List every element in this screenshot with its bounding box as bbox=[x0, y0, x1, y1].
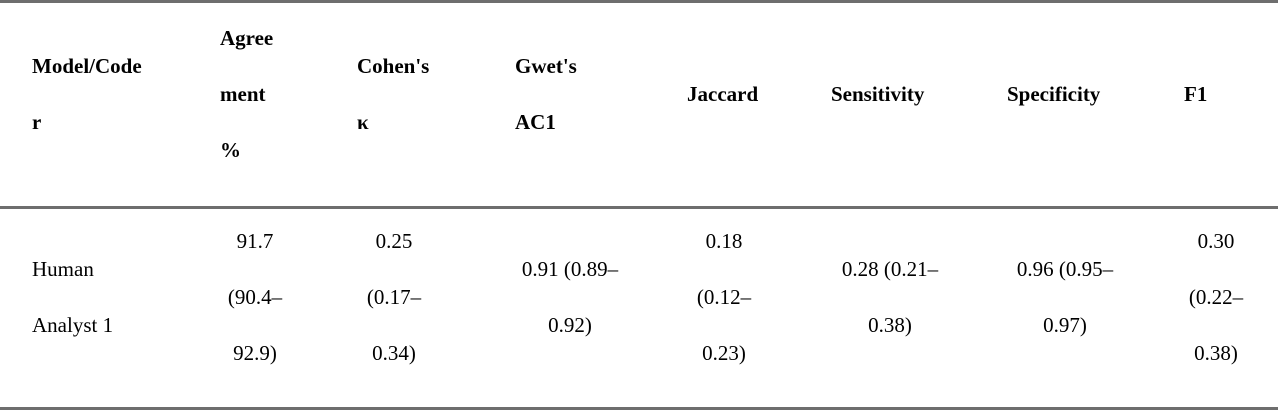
header-f1: F1 bbox=[1184, 82, 1208, 106]
header-agreement: Agree ment % bbox=[220, 26, 274, 162]
cell-jaccard: 0.18 (0.12– 0.23) bbox=[696, 229, 752, 365]
header-gwets-ac1: Gwet's AC1 bbox=[515, 54, 577, 134]
header-sensitivity: Sensitivity bbox=[831, 82, 925, 106]
table-bottom-rule bbox=[0, 407, 1278, 410]
cell-model-coder: Human Analyst 1 bbox=[32, 257, 114, 337]
table-header-rule bbox=[0, 206, 1278, 209]
header-specificity: Specificity bbox=[1007, 82, 1101, 106]
table-top-rule bbox=[0, 0, 1278, 3]
cell-gwets-ac1: 0.91 (0.89– 0.92) bbox=[521, 257, 619, 337]
header-jaccard: Jaccard bbox=[687, 82, 759, 106]
header-model-coder: Model/Code r bbox=[32, 54, 142, 134]
header-cohens-kappa: Cohen's κ bbox=[357, 54, 430, 134]
cell-cohens-kappa: 0.25 (0.17– 0.34) bbox=[366, 229, 422, 365]
cell-agreement: 91.7 (90.4– 92.9) bbox=[227, 229, 283, 365]
cell-specificity: 0.96 (0.95– 0.97) bbox=[1016, 257, 1114, 337]
cell-f1: 0.30 (0.22– 0.38) bbox=[1188, 229, 1244, 365]
cell-sensitivity: 0.28 (0.21– 0.38) bbox=[841, 257, 939, 337]
